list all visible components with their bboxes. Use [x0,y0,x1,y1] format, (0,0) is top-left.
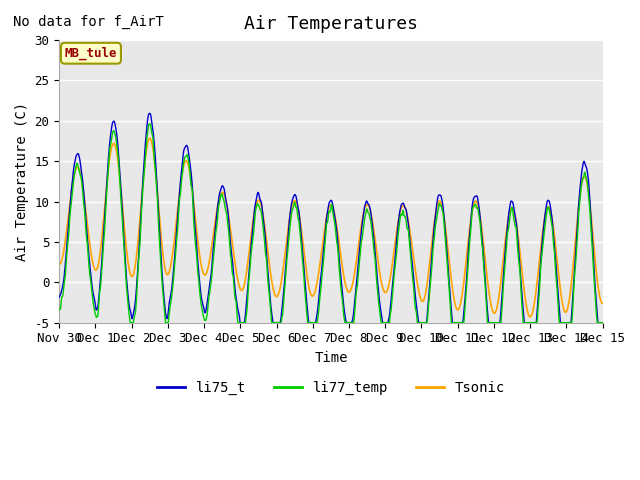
Title: Air Temperatures: Air Temperatures [244,15,418,33]
X-axis label: Time: Time [314,351,348,365]
Text: No data for f_AirT: No data for f_AirT [13,14,164,28]
Text: MB_tule: MB_tule [65,47,117,60]
Y-axis label: Air Temperature (C): Air Temperature (C) [15,102,29,261]
Legend: li75_t, li77_temp, Tsonic: li75_t, li77_temp, Tsonic [151,375,511,400]
